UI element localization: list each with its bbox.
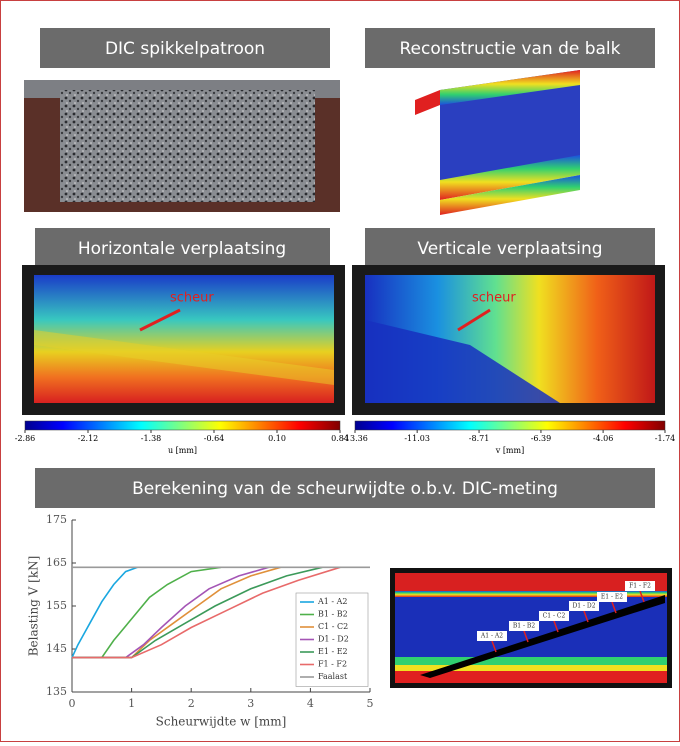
tick-label: -1.38 bbox=[141, 434, 162, 443]
colorbar bbox=[355, 421, 665, 430]
tick-label: -2.12 bbox=[78, 434, 99, 443]
tick-label: -6.39 bbox=[531, 434, 552, 443]
crack-label: A1 - A2 bbox=[480, 633, 503, 640]
annotation: scheur bbox=[472, 291, 516, 306]
series-line bbox=[72, 567, 138, 657]
x-tick-label: 3 bbox=[247, 697, 254, 710]
tick-label: -4.06 bbox=[593, 434, 614, 443]
x-tick-label: 5 bbox=[367, 697, 374, 710]
legend-label: C1 - C2 bbox=[318, 622, 348, 631]
panel-title: Verticale verplaatsing bbox=[417, 239, 602, 259]
legend-label: D1 - D2 bbox=[318, 635, 349, 644]
colorbar-label: u [mm] bbox=[168, 446, 197, 455]
legend-label: Faalast bbox=[318, 672, 348, 681]
panel-title: Berekening van de scheurwijdte o.b.v. DI… bbox=[132, 479, 558, 499]
tick-label: -1.74 bbox=[655, 434, 676, 443]
y-tick-label: 175 bbox=[46, 513, 67, 526]
crack-label: C1 - C2 bbox=[543, 613, 566, 620]
tick-label: -11.03 bbox=[404, 434, 430, 443]
colorbar-label: v [mm] bbox=[495, 446, 524, 455]
tick-label: -8.71 bbox=[469, 434, 490, 443]
crack-image: A1 - A2 B1 - B2 C1 - C2 D1 - D2 E1 - E2 F1 - … bbox=[390, 568, 672, 688]
vertical-field: scheur bbox=[352, 265, 665, 415]
x-tick-label: 4 bbox=[307, 697, 314, 710]
panel-title: Reconstructie van de balk bbox=[400, 39, 621, 59]
y-tick-label: 165 bbox=[46, 556, 67, 569]
y-tick-label: 155 bbox=[46, 599, 67, 612]
series-line bbox=[72, 567, 281, 657]
tick-label: -0.64 bbox=[204, 434, 225, 443]
y-tick-label: 145 bbox=[46, 642, 67, 655]
x-tick-label: 0 bbox=[69, 697, 76, 710]
legend-label: A1 - A2 bbox=[317, 597, 348, 606]
tick-label: -13.36 bbox=[342, 434, 368, 443]
chart: 135 145 155 165 175 0 1 2 3 4 5 Scheurwijdte w [mm]… bbox=[27, 513, 374, 729]
y-axis-label: Belasting V [kN] bbox=[27, 556, 41, 657]
crack-label: D1 - D2 bbox=[572, 603, 595, 610]
x-axis-label: Scheurwijdte w [mm] bbox=[156, 715, 287, 729]
panel-title: Horizontale verplaatsing bbox=[78, 239, 286, 259]
panel-title: DIC spikkelpatroon bbox=[105, 39, 265, 59]
series-line bbox=[72, 567, 322, 657]
crack-label: F1 - F2 bbox=[629, 583, 651, 590]
tick-label: -2.86 bbox=[15, 434, 36, 443]
crack-label: E1 - E2 bbox=[601, 594, 623, 601]
figure: DIC spikkelpatroon Reconstructie van de … bbox=[0, 0, 680, 742]
x-tick-label: 2 bbox=[188, 697, 195, 710]
annotation: scheur bbox=[170, 291, 214, 306]
y-tick-label: 135 bbox=[46, 685, 67, 698]
x-tick-label: 1 bbox=[128, 697, 135, 710]
colorbar bbox=[25, 421, 340, 430]
speckle-photo bbox=[24, 80, 340, 212]
tick-label: 0.10 bbox=[268, 434, 286, 443]
legend-label: B1 - B2 bbox=[318, 610, 348, 619]
crack-label: B1 - B2 bbox=[513, 623, 535, 630]
beam-reconstruction bbox=[415, 70, 580, 215]
legend-label: F1 - F2 bbox=[318, 660, 347, 669]
legend-label: E1 - E2 bbox=[318, 647, 348, 656]
horizontal-field: scheur bbox=[22, 265, 345, 415]
